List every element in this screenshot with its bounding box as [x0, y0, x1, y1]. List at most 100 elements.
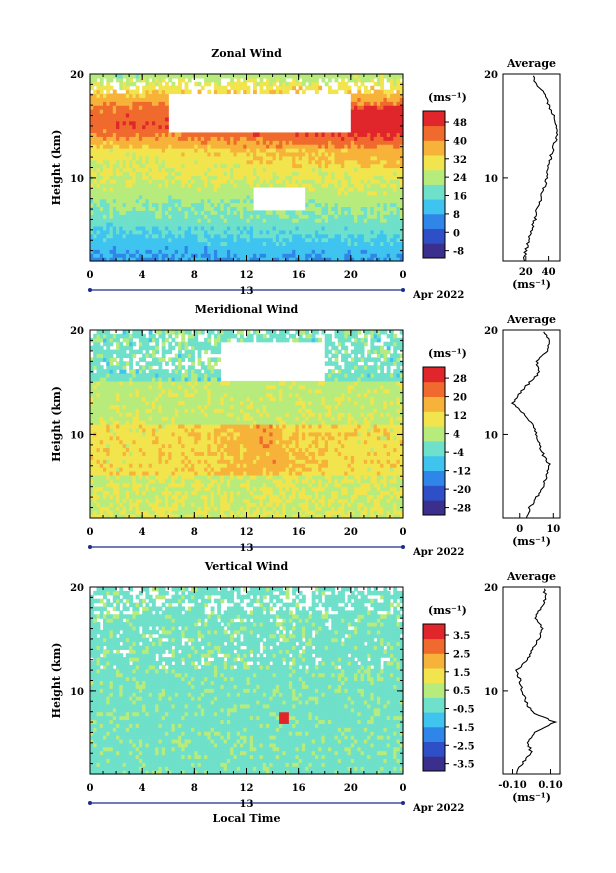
heatmap-cell: [161, 222, 166, 227]
heatmap-cell: [106, 427, 111, 433]
heatmap-cell: [194, 144, 199, 149]
heatmap-cell: [168, 175, 173, 180]
heatmap-cell: [184, 225, 189, 231]
heatmap-cell: [301, 257, 306, 262]
heatmap-cell: [90, 427, 94, 433]
heatmap-cell: [119, 506, 124, 511]
heatmap-cell: [256, 155, 261, 161]
heatmap-cell: [396, 128, 401, 134]
heatmap-cell: [96, 365, 101, 370]
colorbar-segment: [423, 155, 445, 171]
heatmap-cell: [259, 155, 264, 161]
heatmap-cell: [246, 218, 251, 223]
heatmap-cell: [93, 447, 98, 453]
heatmap-cell: [132, 97, 137, 102]
heatmap-cell: [236, 144, 241, 149]
heatmap-cell: [145, 222, 150, 227]
y-tick-label: 20: [70, 70, 84, 81]
heatmap-cell: [373, 257, 378, 262]
heatmap-cell: [119, 373, 124, 378]
heatmap-cell: [292, 249, 297, 254]
heatmap-cell: [96, 337, 101, 343]
heatmap-cell: [383, 186, 388, 192]
heatmap-cell: [191, 229, 195, 235]
heatmap-cell: [129, 510, 133, 515]
heatmap-cell: [181, 194, 186, 200]
heatmap-cell: [164, 109, 169, 114]
heatmap-cell: [236, 233, 241, 239]
heatmap-cell: [191, 183, 195, 188]
heatmap-cell: [223, 218, 228, 223]
heatmap-cell: [129, 490, 133, 496]
heatmap-cell: [142, 245, 147, 250]
heatmap-cell: [226, 140, 231, 145]
heatmap-cell: [191, 144, 195, 149]
heatmap-cell: [360, 101, 365, 106]
heatmap-cell: [112, 151, 117, 157]
heatmap-cell: [96, 424, 101, 429]
heatmap-cell: [354, 77, 358, 83]
heatmap-cell: [399, 179, 404, 184]
heatmap-cell: [132, 412, 137, 417]
heatmap-cell: [213, 198, 218, 204]
heatmap-cell: [213, 202, 218, 208]
heatmap-cell: [259, 85, 264, 91]
heatmap-cell: [380, 241, 385, 247]
heatmap-cell: [112, 136, 117, 141]
heatmap-cell: [344, 183, 349, 188]
heatmap-cell: [132, 241, 137, 247]
heatmap-cell: [236, 148, 241, 153]
heatmap-cell: [93, 424, 98, 429]
heatmap-cell: [220, 214, 225, 219]
heatmap-cell: [393, 77, 398, 83]
heatmap-cell: [145, 514, 150, 519]
heatmap-cell: [125, 109, 130, 114]
heatmap-cell: [239, 245, 244, 250]
heatmap-cell: [243, 163, 248, 169]
heatmap-cell: [347, 136, 352, 141]
heatmap-cell: [383, 222, 388, 227]
heatmap-cell: [116, 105, 120, 110]
heatmap-cell: [151, 353, 156, 359]
heatmap-cell: [341, 175, 345, 180]
heatmap-cell: [99, 136, 104, 141]
heatmap-cell: [125, 345, 130, 351]
heatmap-cell: [96, 502, 101, 507]
heatmap-cell: [347, 206, 352, 211]
heatmap-cell: [213, 210, 218, 215]
heatmap-cell: [125, 171, 130, 176]
heatmap-cell: [370, 105, 375, 110]
heatmap-cell: [341, 77, 345, 83]
heatmap-cell: [122, 124, 127, 130]
heatmap-cell: [125, 373, 130, 378]
heatmap-cell: [125, 214, 130, 219]
heatmap-cell: [396, 97, 401, 102]
heatmap-cell: [191, 140, 195, 145]
heatmap-cell: [328, 179, 332, 184]
heatmap-cell: [171, 225, 176, 231]
heatmap-cell: [99, 120, 104, 126]
heatmap-cell: [324, 206, 329, 211]
heatmap-cell: [230, 190, 235, 196]
heatmap-cell: [269, 257, 274, 262]
heatmap-cell: [142, 159, 147, 165]
heatmap-cell: [331, 136, 336, 141]
heatmap-cell: [220, 202, 225, 208]
heatmap-cell: [396, 233, 401, 239]
heatmap-cell: [200, 214, 205, 219]
heatmap-cell: [324, 148, 329, 153]
heatmap-cell: [373, 218, 378, 223]
heatmap-cell: [269, 241, 274, 247]
heatmap-cell: [119, 101, 124, 106]
heatmap-cell: [217, 140, 222, 145]
heatmap-cell: [314, 194, 319, 200]
heatmap-cell: [204, 218, 208, 223]
heatmap-cell: [142, 510, 147, 515]
heatmap-cell: [285, 237, 290, 243]
heatmap-cell: [106, 167, 111, 172]
heatmap-cell: [129, 202, 133, 208]
heatmap-cell: [386, 218, 391, 223]
heatmap-cell: [321, 155, 326, 161]
heatmap-cell: [106, 377, 111, 382]
heatmap-cell: [125, 467, 130, 472]
